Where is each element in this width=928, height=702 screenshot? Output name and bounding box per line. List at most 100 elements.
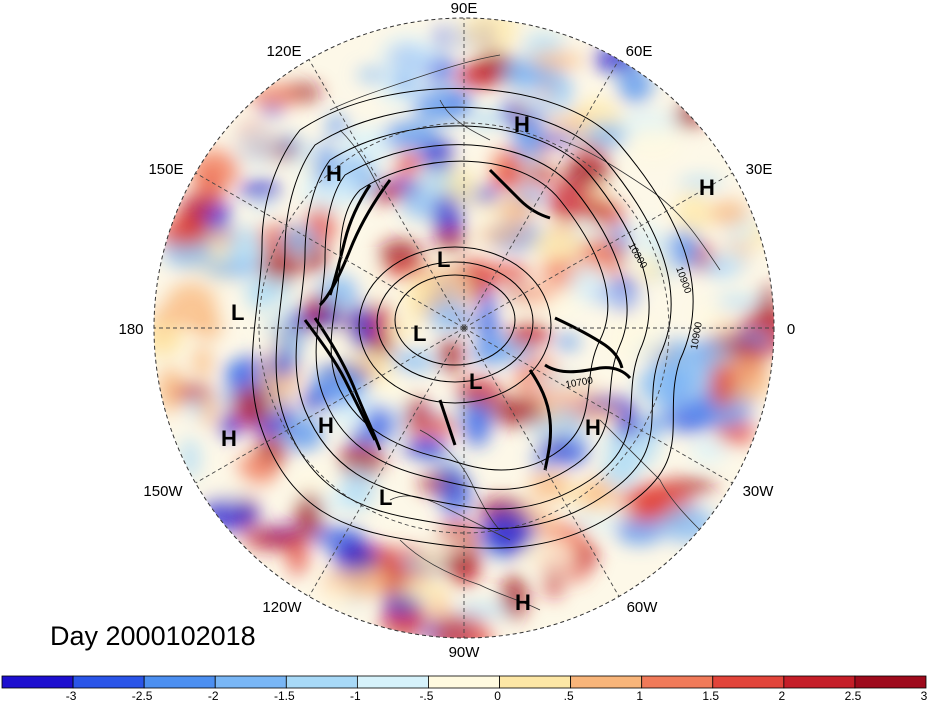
anomaly-patch	[637, 262, 665, 280]
high-pressure-center: H	[514, 112, 530, 137]
meridian-line	[463, 327, 620, 597]
anomaly-patch	[556, 334, 580, 351]
colorbar-swatch	[783, 675, 856, 689]
anomaly-patch	[300, 167, 356, 212]
colorbar-swatch	[854, 675, 927, 689]
anomaly-patch	[531, 171, 554, 185]
high-pressure-center: H	[318, 413, 334, 438]
anomaly-patch	[615, 515, 664, 545]
low-pressure-center: L	[437, 247, 450, 272]
anomaly-patch	[243, 528, 303, 551]
anomaly-patch	[606, 316, 666, 361]
colorbar-label: -1	[350, 689, 361, 702]
anomaly-patch	[709, 365, 735, 410]
anomaly-patch	[292, 471, 334, 503]
anomaly-patch	[660, 505, 716, 545]
anomaly-patch	[568, 264, 607, 302]
anomaly-patch	[501, 574, 528, 620]
colorbar-label: -2	[208, 689, 219, 702]
contour-label: 10900	[689, 321, 705, 351]
anomaly-patch	[235, 126, 278, 167]
anomaly-patch	[616, 406, 639, 440]
longitude-label-30e: 30E	[746, 161, 773, 178]
anomaly-patch	[522, 33, 565, 53]
anomaly-patch	[625, 124, 681, 161]
anomaly-patch	[449, 93, 468, 108]
anomaly-patch	[391, 351, 436, 373]
map-disk: 10800 10900 10900 10700 H H H L L L L H …	[154, 18, 774, 638]
anomaly-patch	[433, 227, 467, 250]
anomaly-patch	[279, 225, 317, 253]
anomaly-patch	[237, 452, 280, 485]
height-contours	[251, 87, 694, 549]
anomaly-patch	[203, 495, 259, 532]
anomaly-patch	[154, 323, 186, 358]
anomaly-patch	[371, 379, 411, 406]
anomaly-patch	[617, 66, 653, 104]
anomaly-patch	[276, 326, 306, 360]
anomaly-patch	[344, 567, 394, 598]
anomaly-patch	[548, 80, 570, 103]
anomaly-patch	[502, 157, 523, 189]
longitude-label-120e: 120E	[266, 43, 301, 60]
colorbar-swatch	[428, 675, 500, 689]
meridian-line	[463, 172, 733, 329]
colorbar-label: 1	[636, 689, 643, 702]
longitude-label-30w: 30W	[743, 483, 775, 500]
anomaly-patch	[691, 438, 727, 462]
contour-label: 10700	[565, 375, 595, 391]
anomaly-patch	[270, 351, 296, 378]
coastlines	[329, 54, 721, 611]
anomaly-patch	[479, 288, 497, 336]
meridian-line	[463, 327, 733, 484]
colorbar-label: -1.5	[274, 689, 295, 702]
anomaly-patch	[445, 169, 479, 205]
anomaly-patch	[456, 377, 502, 409]
low-pressure-center: L	[379, 485, 392, 510]
anomaly-patch	[476, 226, 528, 244]
anomaly-patch	[489, 396, 545, 427]
meridian-line	[195, 172, 465, 329]
anomaly-patch	[379, 36, 437, 79]
anomaly-patch	[655, 345, 714, 392]
anomaly-patch	[598, 205, 625, 228]
anomaly-patch	[529, 228, 587, 260]
anomaly-patch	[193, 345, 212, 381]
anomaly-patch	[200, 393, 218, 427]
anomaly-patch	[650, 393, 693, 409]
longitude-label-90w: 90W	[449, 644, 481, 661]
colorbar-label: -2.5	[132, 689, 153, 702]
colorbar-swatch	[214, 675, 287, 689]
anomaly-patch	[157, 221, 211, 248]
colorbar-label: -3	[66, 689, 77, 702]
high-pressure-center: H	[515, 590, 531, 615]
anomaly-patch	[363, 266, 382, 311]
colorbar-swatch	[285, 675, 358, 689]
anomaly-patch	[435, 461, 463, 475]
colorbar-swatch	[1, 675, 74, 689]
anomaly-patch	[599, 290, 643, 305]
anomaly-patch	[195, 313, 223, 340]
low-pressure-center: L	[469, 369, 482, 394]
meridian-line	[195, 327, 465, 484]
anomaly-patch	[423, 290, 455, 305]
anomaly-patch	[225, 226, 264, 269]
meridian-line	[308, 59, 465, 329]
colorbar-label: 0	[494, 689, 501, 702]
anomaly-patch	[311, 362, 369, 405]
graticule	[154, 18, 774, 638]
anomaly-patch	[248, 84, 299, 108]
anomaly-patch	[463, 400, 491, 448]
anomaly-patch	[244, 279, 294, 302]
anomaly-patch	[156, 366, 187, 413]
anomaly-patch	[467, 111, 503, 129]
anomaly-patch	[616, 247, 676, 267]
longitude-label-60e: 60E	[626, 43, 653, 60]
anomaly-patch	[533, 371, 584, 389]
anomaly-patch	[715, 295, 762, 309]
anomaly-patch	[172, 385, 213, 401]
colorbar-label: 1.5	[702, 689, 719, 702]
anomaly-patch	[476, 202, 501, 215]
meridian-line	[463, 59, 620, 329]
